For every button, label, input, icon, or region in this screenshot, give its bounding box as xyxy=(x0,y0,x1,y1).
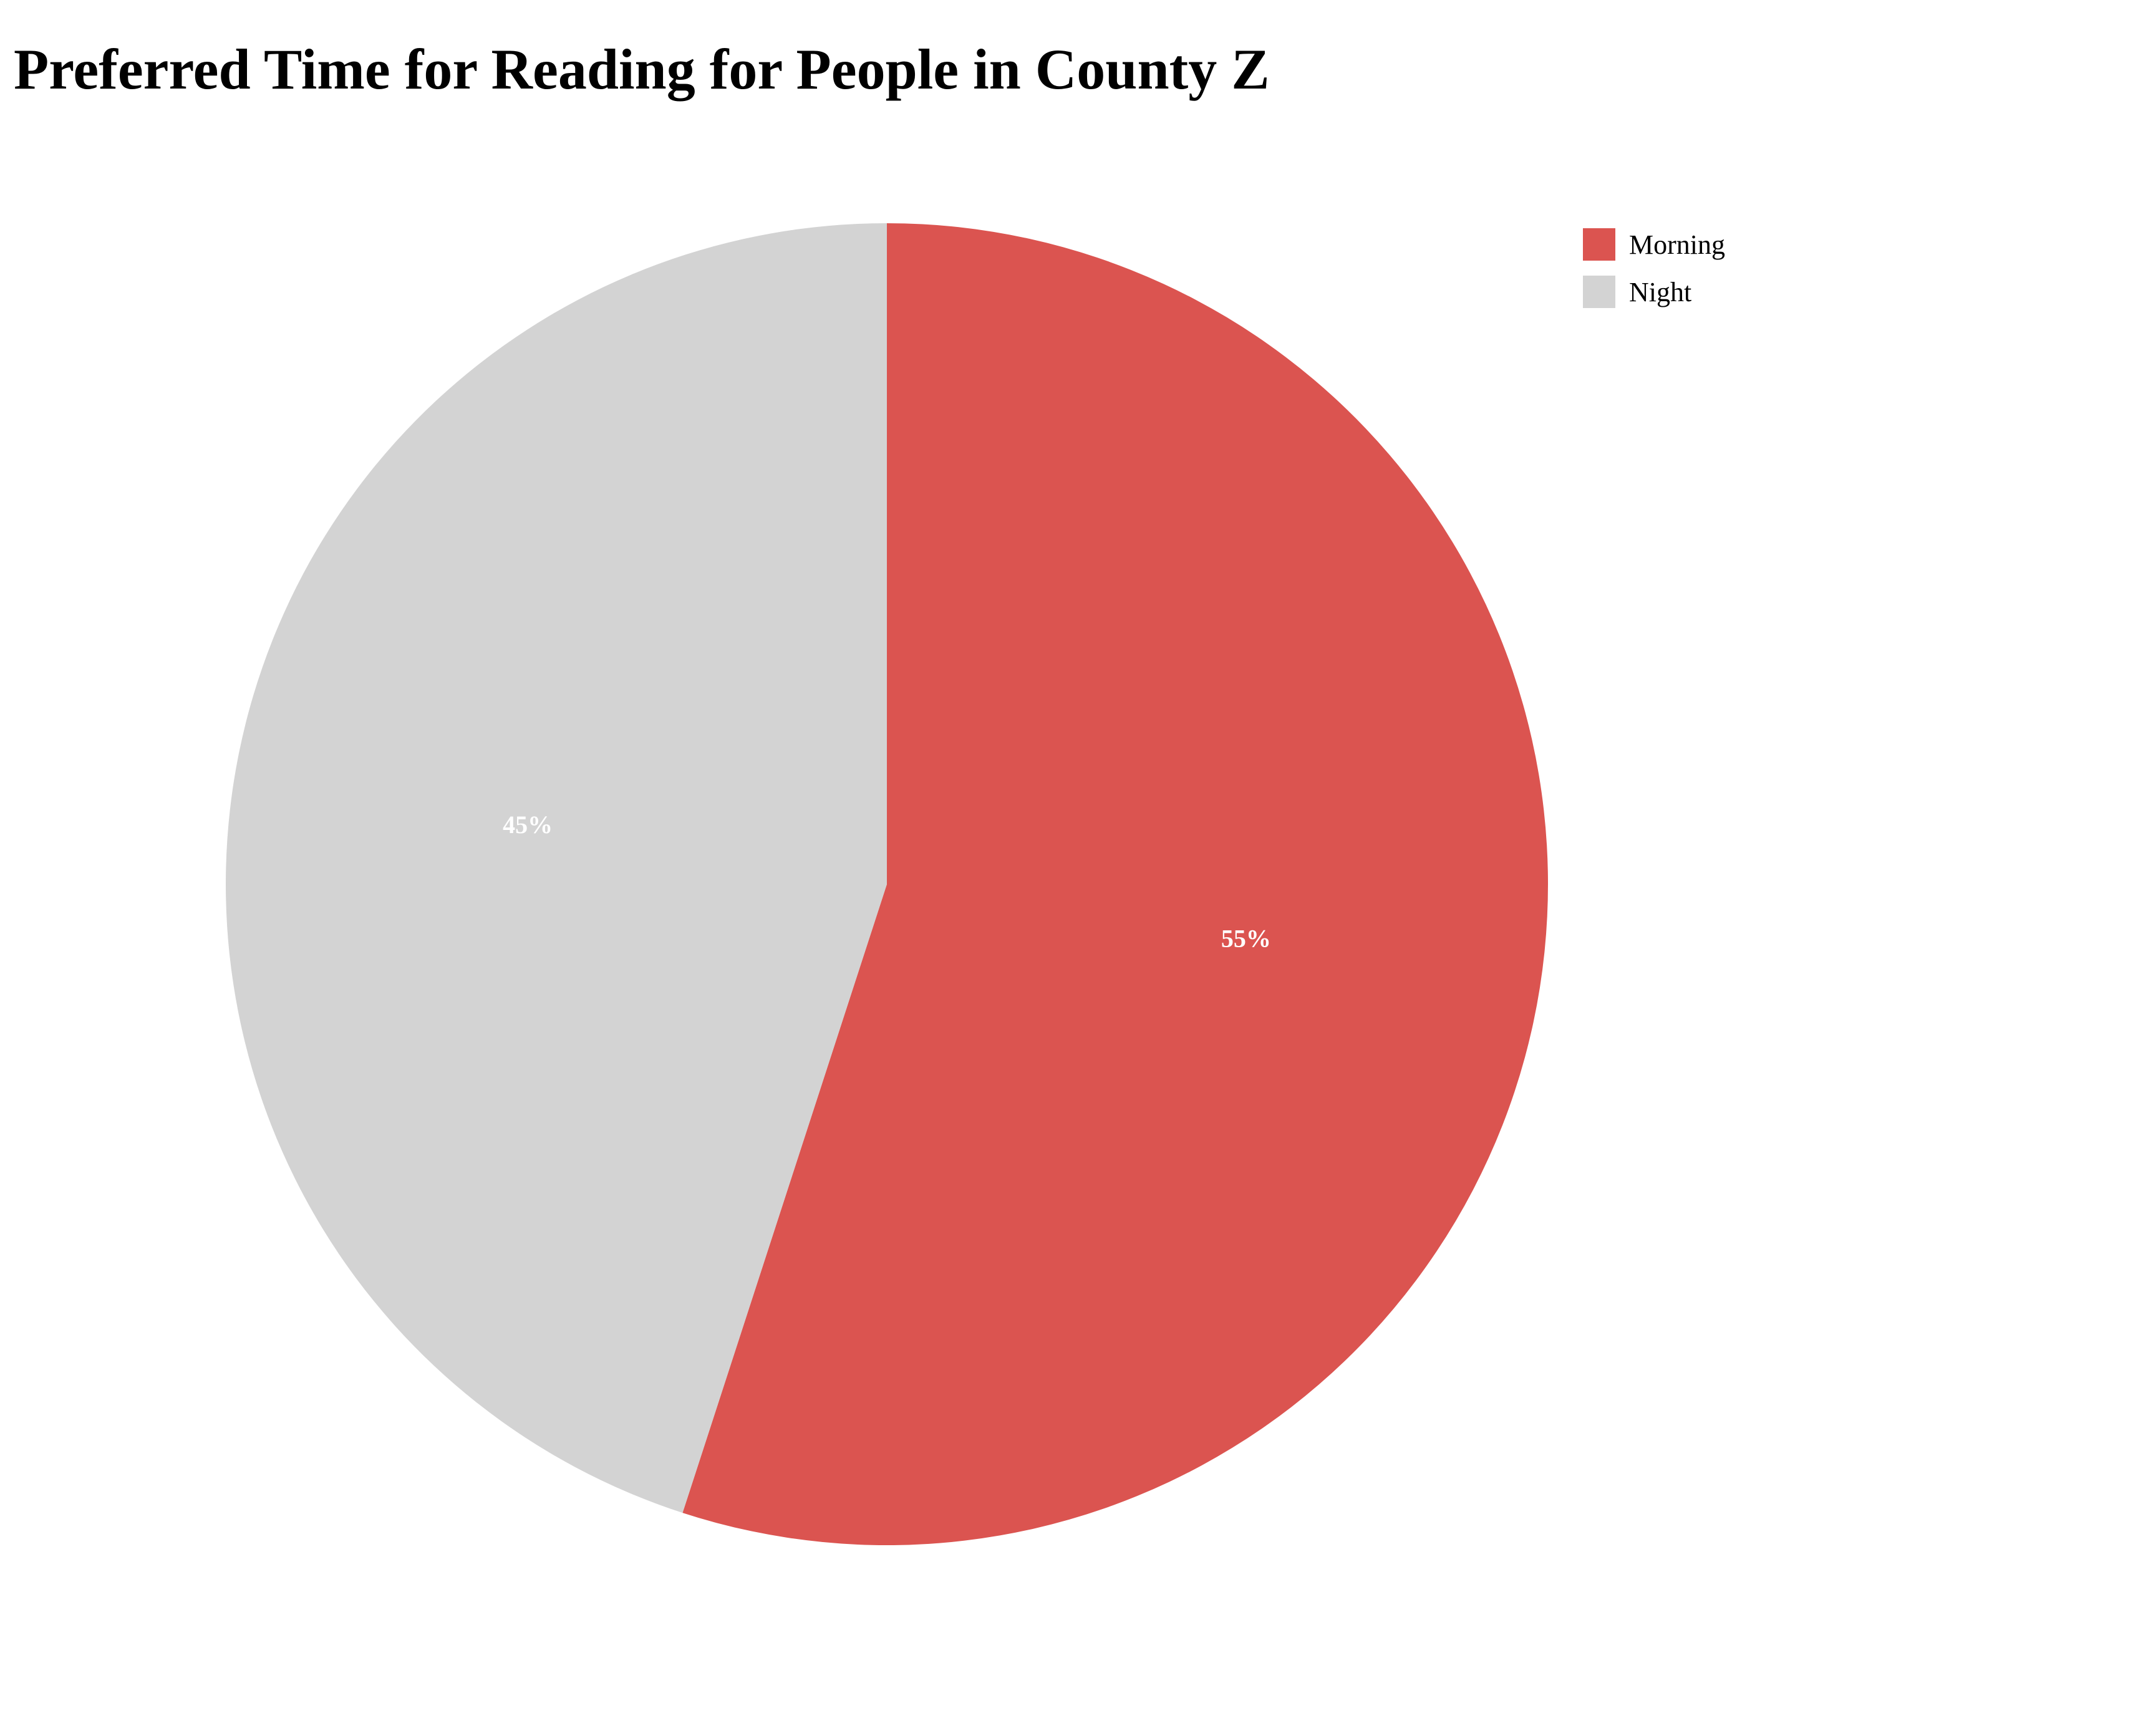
legend-label-night: Night xyxy=(1629,276,1692,307)
legend-swatch-morning xyxy=(1583,228,1615,261)
pie-slices xyxy=(226,223,1548,1545)
legend-swatch-night xyxy=(1583,276,1615,308)
legend-item-night: Night xyxy=(1583,268,1725,316)
legend-item-morning: Morning xyxy=(1583,221,1725,268)
pie-slice-night xyxy=(226,223,888,1513)
pie-slice-morning xyxy=(682,223,1548,1545)
slice-label-night: 45% xyxy=(503,811,553,839)
slice-label-morning: 55% xyxy=(1221,924,1271,952)
legend-label-morning: Morning xyxy=(1629,229,1725,260)
chart-title: Preferred Time for Reading for People in… xyxy=(14,37,1270,101)
pie-slice-labels: 55% 45% xyxy=(503,811,1271,952)
legend: Morning Night xyxy=(1583,221,1725,316)
